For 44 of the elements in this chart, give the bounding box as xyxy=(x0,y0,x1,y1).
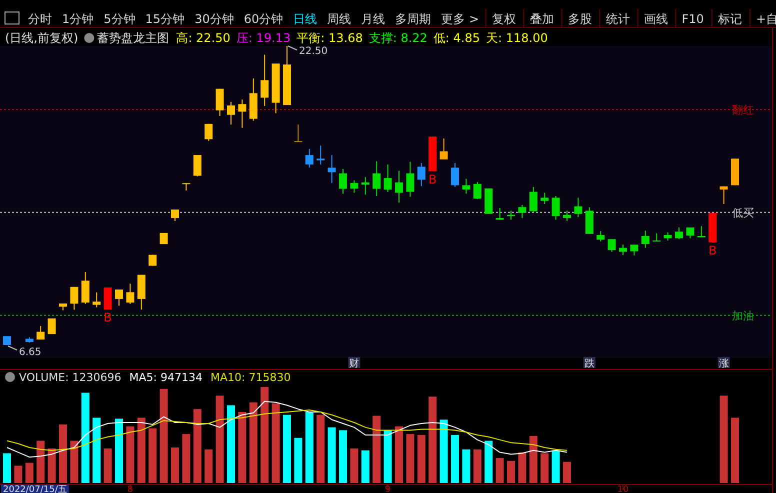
text: 30分钟 xyxy=(194,12,234,26)
text: 画线 xyxy=(644,12,668,26)
text: 平衡: 13.68 xyxy=(296,31,363,45)
text: MA5: 947134 xyxy=(129,371,202,384)
text: B xyxy=(428,172,437,186)
chart-title: VOLUME: 1230696 xyxy=(19,371,122,384)
ref-line-label: 加油 xyxy=(732,309,754,322)
text: 低: 4.85 xyxy=(433,31,480,45)
text: 1分钟 xyxy=(62,12,94,26)
text: MA10: 715830 xyxy=(210,371,291,384)
text: 多周期 xyxy=(395,12,432,26)
text: 统计 xyxy=(606,12,630,26)
text: 更多 > xyxy=(441,12,479,26)
text: 复权 xyxy=(492,12,516,26)
x-tick-label: 8 xyxy=(127,485,134,493)
text: 月线 xyxy=(361,12,386,26)
x-tick-label: 财 xyxy=(349,358,360,370)
text: 分时 xyxy=(28,12,52,26)
chart-subtitle: 蓄势盘龙主图 xyxy=(97,31,170,45)
text: 支撑: 8.22 xyxy=(368,31,428,45)
text: 高: 22.50 xyxy=(176,31,230,45)
text: 天: 118.00 xyxy=(486,31,548,45)
text: 2022/07/15/五 xyxy=(3,485,67,493)
text: 周线 xyxy=(327,12,352,26)
text: 15分钟 xyxy=(145,12,185,26)
text: +自 xyxy=(756,12,776,26)
text: 压: 19.13 xyxy=(236,31,291,45)
x-tick-label: 跌 xyxy=(584,358,594,370)
x-tick-label: 涨 xyxy=(718,358,729,370)
x-tick-label: 10 xyxy=(617,485,629,493)
text: 6.65 xyxy=(19,347,42,358)
text: 60分钟 xyxy=(244,12,284,26)
text: 22.50 xyxy=(299,46,328,57)
text: B xyxy=(708,243,717,258)
text: 日线 xyxy=(293,12,318,26)
text: 多股 xyxy=(568,12,592,26)
text: F10 xyxy=(682,12,704,26)
chart-title: (日线,前复权) xyxy=(5,31,78,45)
text: 叠加 xyxy=(530,12,554,26)
text: 标记 xyxy=(716,12,742,26)
text: B xyxy=(104,310,112,325)
x-tick-label: 9 xyxy=(384,485,391,493)
ref-line-label: 翻红 xyxy=(732,104,754,117)
text: 5分钟 xyxy=(104,12,136,26)
